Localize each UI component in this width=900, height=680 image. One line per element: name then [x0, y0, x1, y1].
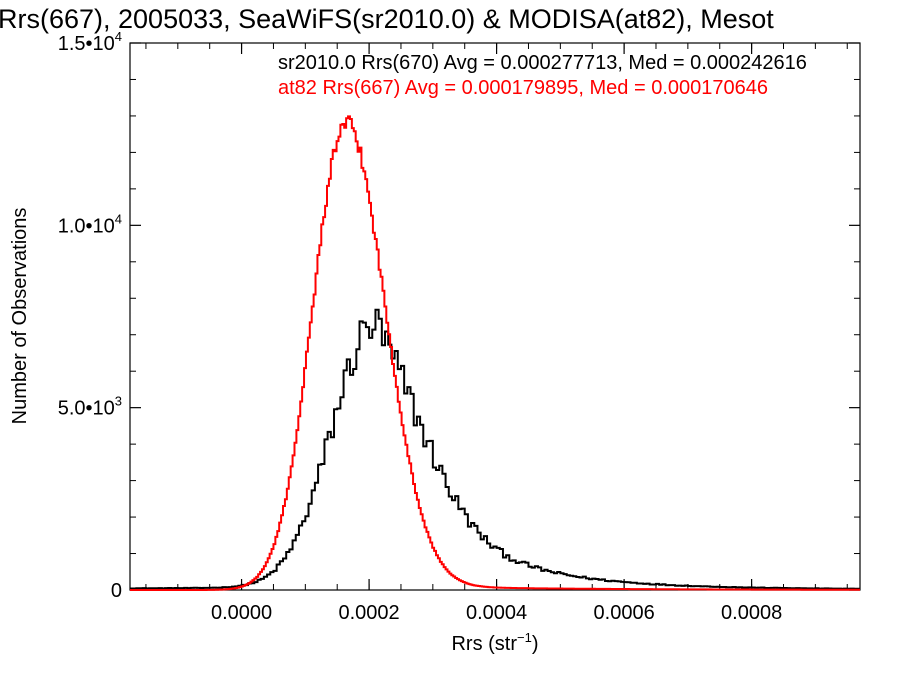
y-tick-exponent: 3 [115, 394, 122, 409]
annotations: sr2010.0 Rrs(670) Avg = 0.000277713, Med… [278, 52, 807, 99]
annotation-line: at82 Rrs(667) Avg = 0.000179895, Med = 0… [278, 77, 768, 99]
x-axis-label-close: ) [532, 633, 539, 655]
x-tick-label: 0.0008 [721, 602, 782, 624]
y-tick-mantissa: 0 [111, 580, 122, 602]
x-tick-label: 0.0006 [594, 602, 655, 624]
tick-labels: 0.0000 0.0002 0.0004 0.0006 0.0008 0 5.0•103 1.… [58, 29, 782, 624]
y-tick-exponent: 4 [115, 211, 122, 226]
y-tick-label: 1.5•104 [58, 29, 122, 55]
x-axis-label-text: Rrs (str [451, 633, 517, 655]
y-tick-label: 5.0•103 [58, 394, 122, 420]
y-axis-label: Number of Observations [9, 208, 31, 425]
x-tick-label: 0.0000 [211, 602, 272, 624]
chart-title: Rrs(667), 2005033, SeaWiFS(sr2010.0) & M… [0, 4, 774, 34]
histogram-series-0 [130, 308, 860, 590]
y-tick-exponent: 4 [115, 29, 122, 44]
y-tick-mantissa: 1.0•10 [58, 215, 115, 237]
plot-frame [129, 42, 861, 591]
x-axis-label: Rrs (str−1) [451, 630, 538, 655]
y-tick-label: 0 [111, 580, 122, 602]
x-tick-label: 0.0002 [338, 602, 399, 624]
x-tick-label: 0.0004 [466, 602, 527, 624]
y-tick-mantissa: 5.0•10 [58, 398, 115, 420]
annotation-line: sr2010.0 Rrs(670) Avg = 0.000277713, Med… [278, 52, 807, 74]
histogram-series [130, 115, 860, 591]
y-tick-mantissa: 1.5•10 [58, 33, 115, 55]
y-tick-label: 1.0•104 [58, 211, 122, 237]
histogram-series-1 [130, 115, 860, 591]
axis-ticks [130, 42, 860, 591]
x-axis-label-superscript: −1 [517, 630, 532, 645]
